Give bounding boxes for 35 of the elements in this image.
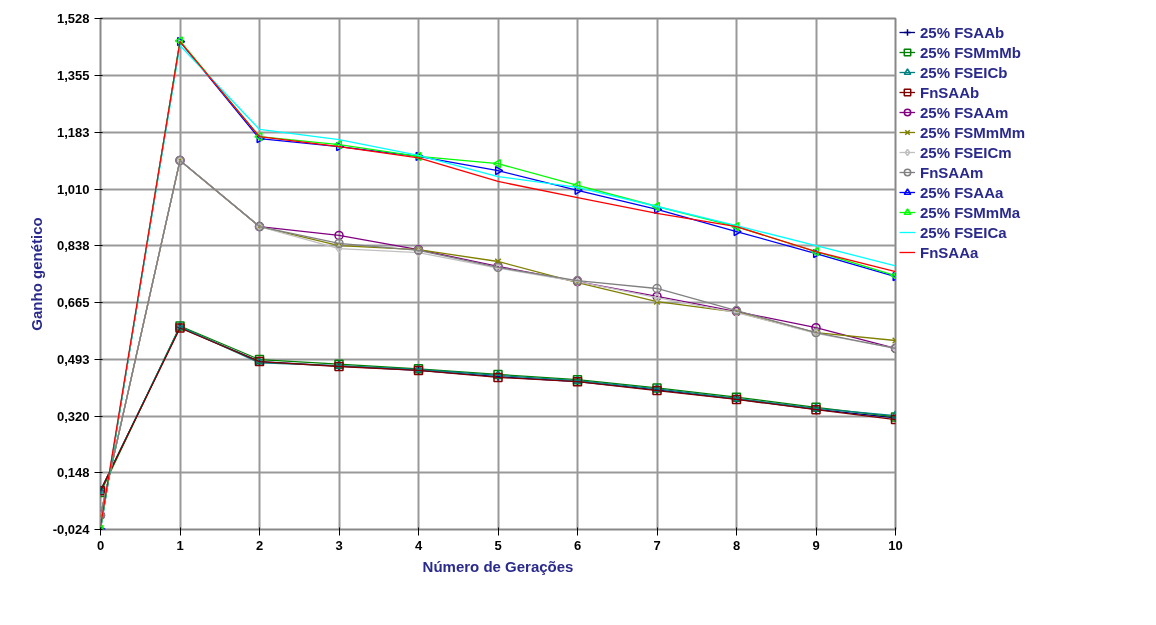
legend-label: 25% FSMmMm — [920, 123, 1026, 141]
y-tick-label: 0,493 — [56, 351, 90, 367]
x-tick-label: 9 — [812, 537, 820, 553]
x-tick-label: 1 — [176, 537, 184, 553]
y-tick-label: 1,528 — [56, 11, 90, 26]
legend-label: 25% FSAAb — [920, 23, 1005, 41]
x-tick-label: 2 — [255, 537, 264, 553]
legend-label: 25% FSAAa — [920, 183, 1004, 201]
x-axis-title: Número de Gerações — [422, 557, 574, 575]
legend-label: 25% FSMmMb — [920, 43, 1021, 61]
legend-label: 25% FSAAm — [920, 103, 1009, 121]
y-axis-title: Ganho genético — [27, 217, 45, 331]
x-tick-label: 10 — [888, 537, 903, 553]
legend-label: FnSAAm — [920, 163, 984, 181]
x-tick-label: 3 — [335, 537, 343, 553]
y-tick-label: 0,838 — [56, 238, 90, 254]
y-tick-label: 0,148 — [56, 465, 90, 481]
x-tick-label: 8 — [732, 537, 741, 553]
legend-label: 25% FSMmMa — [920, 203, 1021, 221]
y-tick-label: 1,355 — [56, 67, 90, 83]
legend-label: FnSAAb — [920, 83, 980, 101]
y-tick-label: 1,010 — [56, 181, 90, 197]
x-tick-label: 4 — [414, 537, 423, 553]
y-tick-label: 1,183 — [56, 124, 90, 140]
legend-label: 25% FSEICb — [920, 63, 1008, 81]
legend-label: 25% FSEICm — [920, 143, 1012, 161]
y-tick-label: 0,665 — [56, 295, 90, 311]
x-tick-label: 7 — [653, 537, 661, 553]
y-tick-label: -0,024 — [52, 522, 91, 537]
legend-label: FnSAAa — [920, 243, 979, 261]
y-tick-label: 0,320 — [56, 408, 90, 424]
x-tick-label: 6 — [573, 537, 582, 553]
legend-label: 25% FSEICa — [920, 223, 1007, 241]
x-tick-label: 0 — [96, 537, 105, 553]
x-tick-label: 5 — [494, 537, 502, 553]
